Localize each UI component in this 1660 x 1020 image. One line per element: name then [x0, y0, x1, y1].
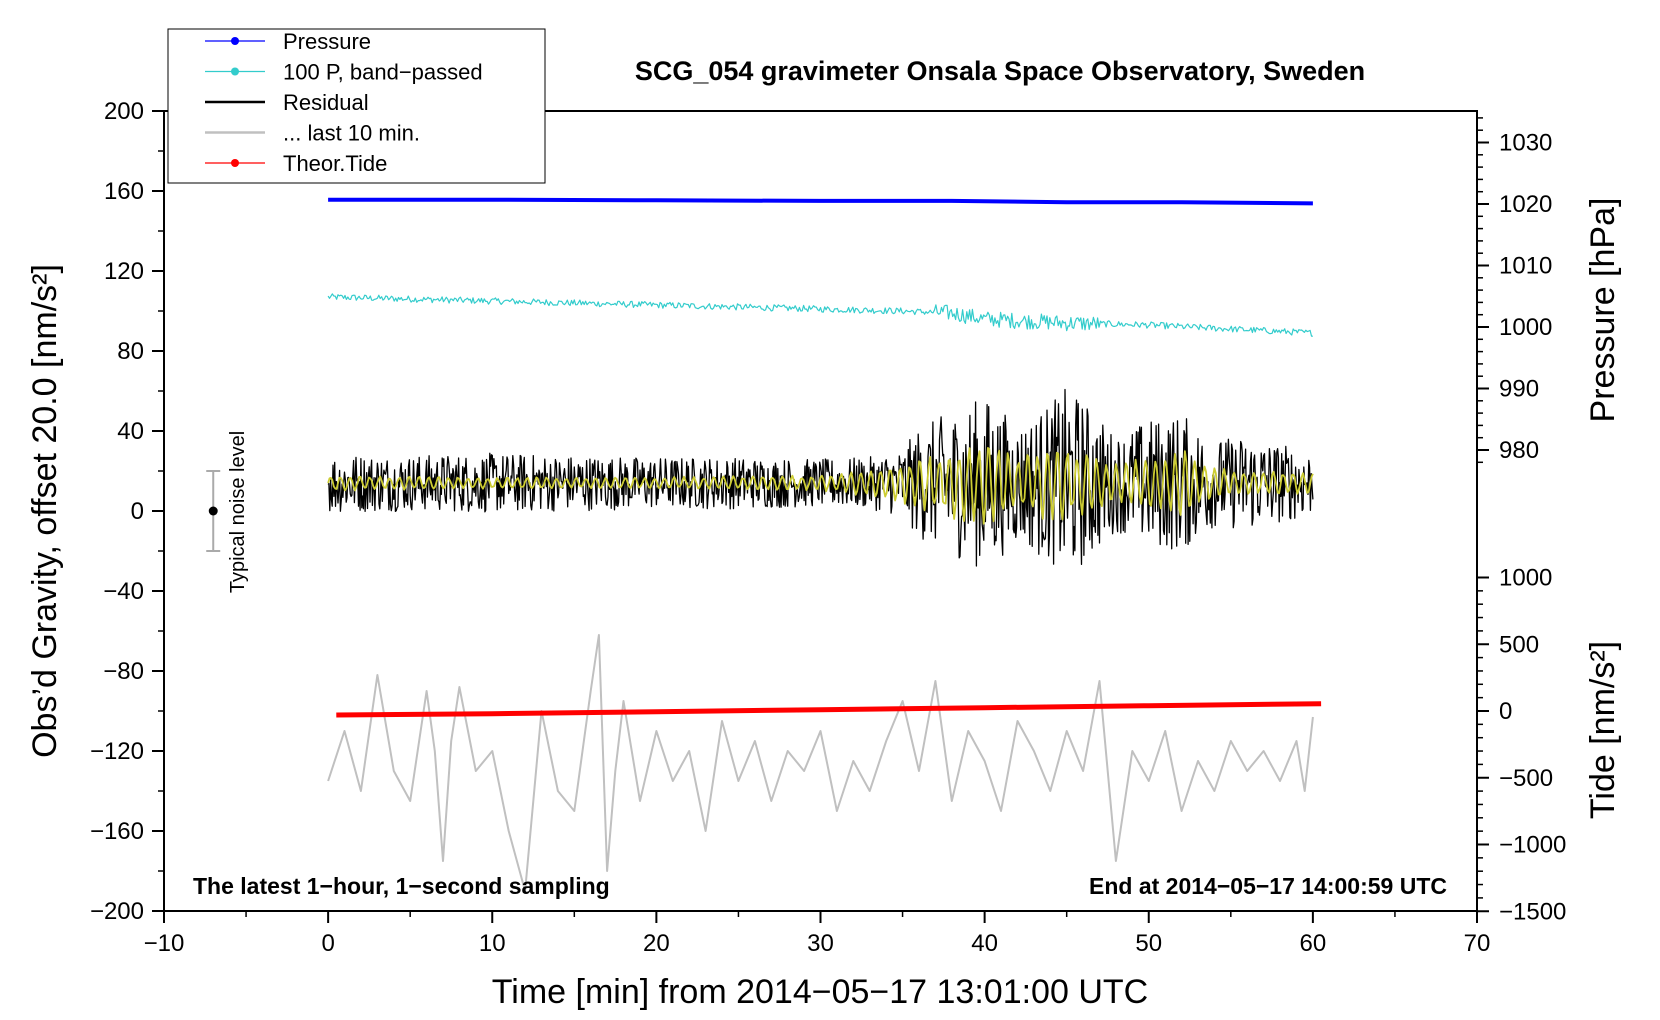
x-axis-title: Time [min] from 2014−05−17 13:01:00 UTC: [492, 973, 1148, 1011]
legend-marker-4: [231, 159, 239, 167]
y-tick-label-3: 80: [117, 338, 144, 365]
y-tick-label-1: 160: [104, 178, 144, 205]
legend-label-1: 100 P, band−passed: [283, 60, 483, 85]
legend-marker-1: [231, 67, 239, 76]
legend-label-4: Theor.Tide: [283, 151, 387, 176]
legend: Pressure 100 P, band−passed Residual ... la…: [167, 28, 546, 184]
x-tick-label-8: 70: [1464, 930, 1491, 957]
annotation-sampling: The latest 1−hour, 1−second sampling: [193, 873, 610, 899]
y-tick-label-9: −160: [90, 818, 144, 845]
noise-level-label: Typical noise level: [227, 431, 249, 593]
tide-tick-label-3: −500: [1499, 765, 1553, 792]
series-residual-smoothed-: [327, 447, 1314, 525]
series-layer: [327, 197, 1322, 892]
x-tick-label-3: 20: [643, 930, 670, 957]
legend-label-0: Pressure: [283, 29, 371, 54]
y-axis-title-gravity: Obs’d Gravity, offset 20.0 [nm/s²]: [26, 264, 64, 758]
legend-items: Pressure 100 P, band−passed Residual ... la…: [205, 29, 483, 176]
x-tick-label-6: 50: [1135, 930, 1162, 957]
pressure-tick-label-0: 1030: [1499, 130, 1552, 157]
x-tick-label-7: 60: [1300, 930, 1327, 957]
tide-tick-label-0: 1000: [1499, 565, 1552, 592]
series-pressure: [328, 197, 1313, 206]
series-100-p-band-passed: [327, 293, 1313, 337]
x-tick-label-4: 30: [807, 930, 834, 957]
y-tick-label-5: 0: [131, 498, 144, 525]
tide-tick-label-2: 0: [1499, 698, 1512, 725]
legend-label-3: ... last 10 min.: [283, 121, 420, 146]
y-tick-label-0: 200: [104, 98, 144, 125]
y-tick-label-2: 120: [104, 258, 144, 285]
series-residual: [327, 388, 1314, 567]
x-tick-label-1: 0: [321, 930, 334, 957]
y-tick-label-6: −40: [103, 578, 144, 605]
pressure-tick-label-5: 980: [1499, 437, 1539, 464]
noise-level-bar: [206, 470, 221, 552]
y-axis-title-tide: Tide [nm/s²]: [1584, 641, 1622, 819]
axis-layer: −10 0 10 20 30 40 50 60 7020016012080400−40−80−1…: [90, 98, 1566, 957]
legend-box: [167, 28, 546, 184]
series-theor-tide: [336, 701, 1322, 718]
y-tick-label-4: 40: [117, 418, 144, 445]
legend-label-2: Residual: [283, 90, 369, 115]
pressure-tick-label-2: 1010: [1499, 253, 1552, 280]
x-tick-label-2: 10: [479, 930, 506, 957]
pressure-tick-label-1: 1020: [1499, 191, 1552, 218]
pressure-tick-label-4: 990: [1499, 376, 1539, 403]
tide-tick-label-5: −1500: [1499, 898, 1566, 925]
y-tick-label-8: −120: [90, 738, 144, 765]
y-tick-label-7: −80: [103, 658, 144, 685]
pressure-tick-label-3: 1000: [1499, 314, 1552, 341]
y-axis-title-pressure: Pressure [hPa]: [1584, 198, 1622, 423]
annotation-end-time: End at 2014−05−17 14:00:59 UTC: [1089, 873, 1447, 899]
x-tick-label-0: −10: [144, 930, 185, 957]
tide-tick-label-4: −1000: [1499, 832, 1566, 859]
y-tick-label-10: −200: [90, 898, 144, 925]
noise-bar-point: [208, 506, 218, 516]
x-tick-label-5: 40: [971, 930, 998, 957]
series--last-10-min-: [327, 634, 1314, 892]
tide-tick-label-1: 500: [1499, 631, 1539, 658]
chart-title: SCG_054 gravimeter Onsala Space Observat…: [635, 56, 1365, 86]
legend-marker-0: [231, 37, 239, 45]
